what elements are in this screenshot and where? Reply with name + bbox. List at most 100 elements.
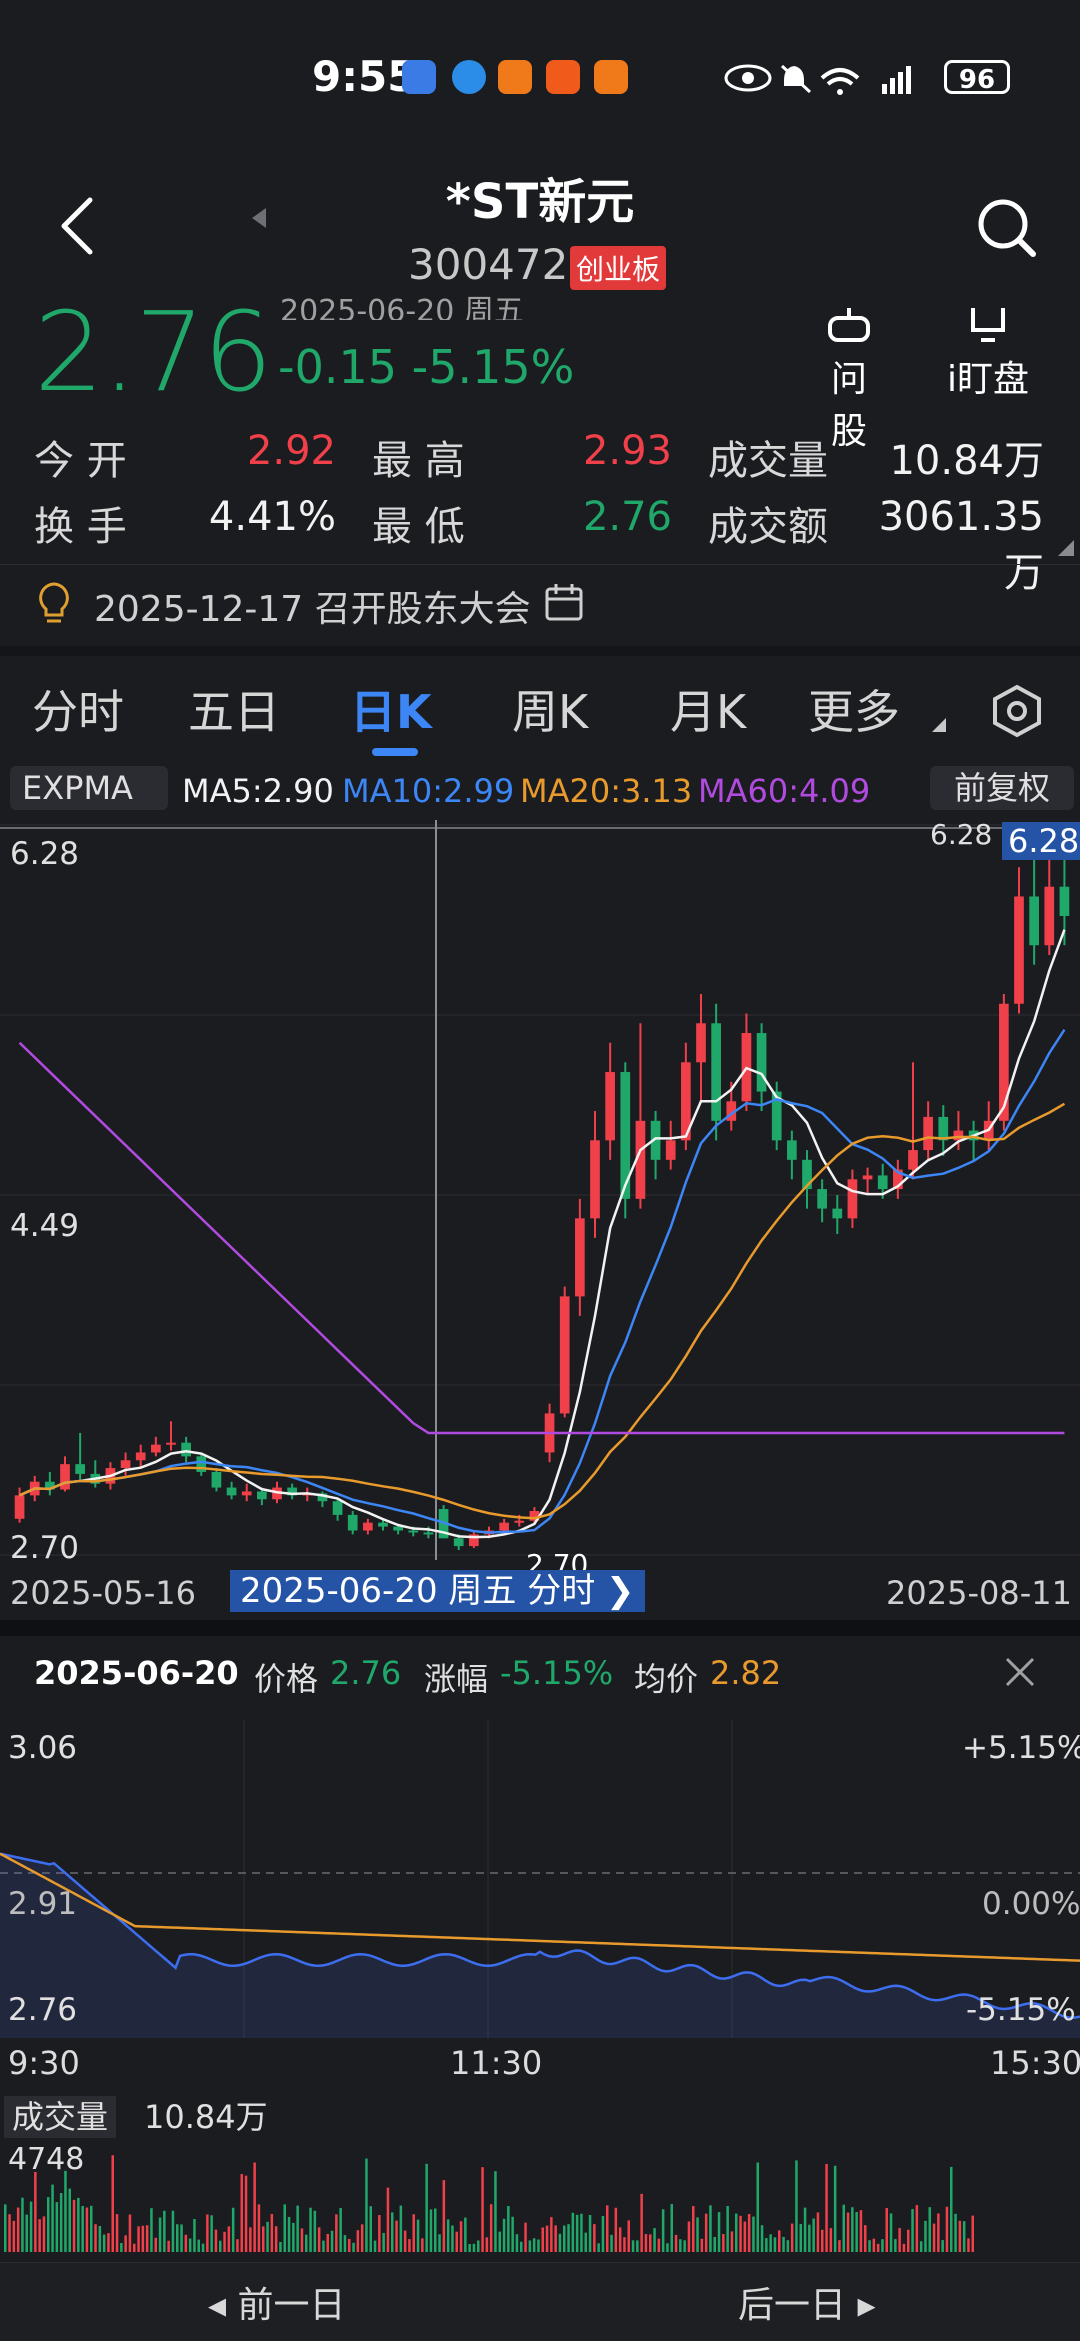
volume-bar: [16, 2207, 20, 2252]
volume-bar: [567, 2224, 570, 2252]
candle-body: [151, 1444, 161, 1453]
k-line-chart[interactable]: [0, 820, 1080, 1570]
candle-body: [847, 1179, 858, 1219]
tab-weekly-k[interactable]: 周K: [512, 685, 589, 739]
indicator-select[interactable]: EXPMA: [10, 766, 168, 810]
volume-bar: [636, 2240, 639, 2252]
settings-hex-icon[interactable]: [990, 684, 1044, 738]
next-day-button[interactable]: 后一日 ▸: [738, 2285, 876, 2326]
volume-bar: [313, 2210, 317, 2252]
ma20-line: [19, 1102, 1066, 1520]
candle-body: [756, 1033, 767, 1092]
price-area: [0, 1853, 1080, 2038]
candle-body: [120, 1460, 131, 1469]
volume-bar: [967, 2238, 970, 2252]
candle-body: [938, 1116, 949, 1141]
volume-bar: [876, 2243, 880, 2252]
change-value: -0.15: [278, 340, 398, 394]
tab-monthly-k[interactable]: 月K: [670, 685, 747, 739]
ask-stock-button[interactable]: 问股: [814, 306, 884, 454]
volume-bar: [42, 2216, 46, 2252]
intraday-chart[interactable]: [0, 1720, 1080, 2040]
volume-bar: [902, 2243, 906, 2252]
candle-body: [575, 1218, 585, 1297]
volume-bar: [34, 2171, 37, 2252]
volume-bar: [150, 2208, 153, 2252]
volume-bar: [279, 2241, 282, 2252]
volume-bar: [68, 2188, 71, 2252]
volume-bar: [631, 2240, 635, 2252]
candle-body: [469, 1534, 479, 1547]
price-line: [0, 1852, 1080, 2019]
volume-bar: [176, 2224, 179, 2252]
volume-bar: [644, 2234, 648, 2252]
candle-body: [499, 1522, 509, 1531]
prev-day-button[interactable]: ◂ 前一日: [208, 2285, 346, 2326]
intraday-pct-mid: 0.00%: [982, 1886, 1080, 1922]
candle-body: [257, 1491, 267, 1500]
volume-bar: [864, 2225, 867, 2252]
intraday-pct: -5.15%: [500, 1654, 614, 1692]
watch-button[interactable]: i盯盘: [946, 306, 1030, 402]
intraday-time-end: 15:30: [990, 2044, 1080, 2082]
intraday-price: 2.76: [330, 1654, 402, 1692]
notice-bar[interactable]: [0, 564, 1080, 641]
candle-body: [726, 1101, 737, 1121]
ma60-line: [18, 1041, 1065, 1435]
search-icon[interactable]: [975, 196, 1039, 260]
expand-corner-icon[interactable]: [1058, 540, 1074, 556]
tab-more[interactable]: 更多: [808, 685, 900, 739]
intraday-avg: 2.82: [710, 1654, 782, 1692]
stock-title: *ST新元: [445, 174, 635, 230]
volume-bar: [765, 2238, 768, 2252]
adjust-select[interactable]: 前复权: [930, 766, 1074, 810]
candle-body: [908, 1150, 918, 1170]
selected-date-tag[interactable]: 2025-06-20 周五 分时 ❯: [230, 1570, 645, 1612]
intraday-y-mid: 2.91: [8, 1886, 78, 1922]
tab-underline: [372, 748, 418, 756]
volume-bar: [954, 2213, 957, 2252]
tab-daily-k[interactable]: 日K: [350, 685, 432, 739]
volume-bar: [653, 2228, 656, 2252]
volume-bar: [21, 2197, 24, 2252]
prev-stock-icon[interactable]: [250, 206, 268, 230]
status-icons: [724, 64, 911, 95]
back-arrow-icon[interactable]: [56, 196, 96, 256]
volume-bar: [477, 2240, 480, 2252]
volume-bar: [511, 2216, 514, 2252]
volume-bar: [584, 2232, 587, 2252]
volume-bar: [206, 2214, 209, 2252]
close-icon[interactable]: [1004, 1656, 1036, 1688]
tab-five-day[interactable]: 五日: [188, 685, 280, 739]
volume-bar: [425, 2163, 428, 2252]
volume-bar: [373, 2240, 377, 2252]
volume-bar: [683, 2240, 686, 2252]
volume-bar: [274, 2226, 278, 2252]
volume-bar: [851, 2207, 854, 2252]
volume-bar: [184, 2234, 188, 2252]
volume-bar: [782, 2236, 785, 2252]
candle-body: [529, 1510, 540, 1521]
browser-notification-icon: [452, 60, 486, 94]
candle-body: [1014, 896, 1024, 1004]
volume-bar: [709, 2205, 712, 2252]
calendar-add-icon[interactable]: [544, 582, 586, 624]
volume-bar: [872, 2238, 876, 2252]
candle-body: [696, 1023, 706, 1063]
volume-bar: [524, 2222, 527, 2252]
volume-bar: [442, 2180, 446, 2252]
volume-bar: [520, 2241, 523, 2252]
volume-bar: [240, 2174, 243, 2252]
candle-body: [60, 1464, 70, 1490]
indicator-select-label: EXPMA: [22, 769, 133, 807]
volume-bar: [898, 2228, 901, 2252]
volume-tag[interactable]: 成交量: [4, 2096, 117, 2138]
volume-bar: [365, 2158, 368, 2252]
ask-stock-label: 问股: [830, 359, 867, 452]
volume-bar: [747, 2213, 751, 2252]
adjust-label: 前复权: [953, 769, 1050, 807]
more-dropdown-icon: [932, 718, 946, 732]
ma20-label: MA20:3.13: [520, 772, 693, 810]
tab-intraday[interactable]: 分时: [32, 685, 124, 739]
intraday-avg-label: 均价: [634, 1660, 699, 1698]
